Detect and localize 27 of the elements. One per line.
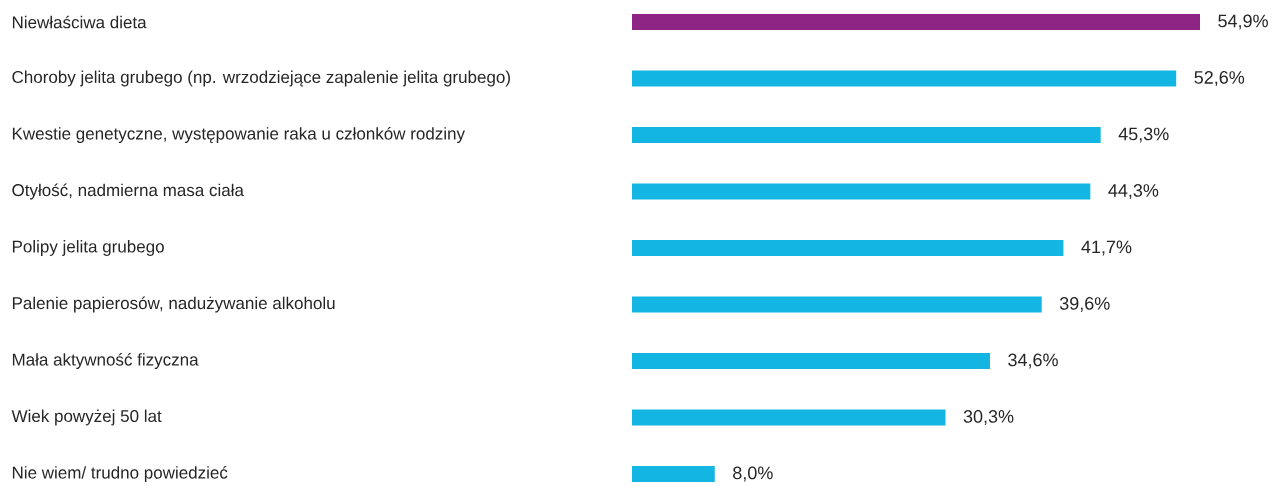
bar xyxy=(632,70,1177,87)
bar xyxy=(632,13,1200,30)
bar xyxy=(632,183,1091,200)
data-label: 52,6% xyxy=(1194,71,1245,86)
data-label: 30,3% xyxy=(963,410,1014,425)
bar xyxy=(632,409,946,426)
y-tick-label: Choroby jelita grubego (np. wrzodziejące zapalenie jelita grubego) xyxy=(12,70,510,87)
y-tick-label: Wiek powyżej 50 lat xyxy=(11,409,162,426)
y-tick-label: Polipy jelita grubego xyxy=(12,240,164,256)
data-label: 44,3% xyxy=(1108,184,1159,199)
y-tick-label: Palenie papierosów, nadużywanie alkoholu xyxy=(12,296,335,313)
data-label: 8,0% xyxy=(733,466,773,482)
data-label: 39,6% xyxy=(1059,297,1110,312)
data-label: 41,7% xyxy=(1081,240,1132,256)
data-label: 54,9% xyxy=(1218,14,1268,30)
y-tick-label: Otyłość, nadmierna masa ciała xyxy=(12,183,244,200)
y-tick-label: Niewłaściwa dieta xyxy=(12,15,147,29)
y-tick-label: Nie wiem/ trudno powiedzieć xyxy=(12,465,228,483)
data-label: 45,3% xyxy=(1118,127,1169,143)
bar xyxy=(632,465,715,482)
bar xyxy=(632,352,990,369)
y-tick-label: Kwestie genetyczne, występowanie raka u członków rodziny xyxy=(12,126,465,144)
bar xyxy=(632,239,1064,256)
bar xyxy=(632,126,1101,143)
y-tick-label: Mała aktywność fizyczna xyxy=(12,352,199,370)
data-label: 34,6% xyxy=(1008,353,1058,369)
bar xyxy=(632,296,1042,313)
